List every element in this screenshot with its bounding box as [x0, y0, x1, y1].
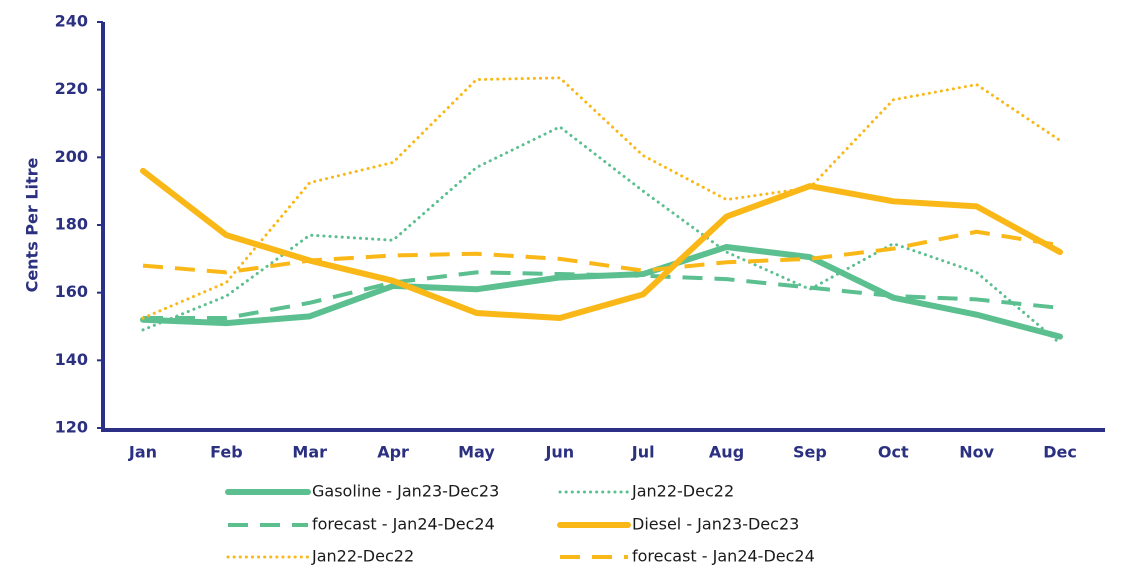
legend-label: Jan22-Dec22 — [311, 547, 414, 566]
legend-label: Jan22-Dec22 — [631, 482, 734, 501]
legend-label: Gasoline - Jan23-Dec23 — [312, 482, 499, 501]
x-tick-label: Jul — [631, 443, 655, 462]
y-tick-label: 240 — [55, 12, 88, 31]
x-tick-label: Mar — [292, 443, 327, 462]
x-tick-label: Jan — [128, 443, 157, 462]
series-line — [143, 270, 1061, 321]
x-tick-label: May — [458, 443, 495, 462]
x-tick-label: Apr — [377, 443, 409, 462]
legend-label: forecast - Jan24-Dec24 — [312, 515, 495, 534]
y-tick-label: 120 — [55, 418, 88, 437]
x-tick-label: Aug — [709, 443, 744, 462]
x-tick-label: Nov — [959, 443, 994, 462]
x-tick-label: Oct — [878, 443, 909, 462]
y-tick-label: 200 — [55, 147, 88, 166]
x-tick-label: Jun — [544, 443, 574, 462]
x-tick-label: Sep — [793, 443, 827, 462]
y-tick-label: 140 — [55, 350, 88, 369]
x-tick-label: Dec — [1043, 443, 1077, 462]
y-tick-label: 220 — [55, 79, 88, 98]
legend-label: Diesel - Jan23-Dec23 — [632, 515, 799, 534]
series-line — [141, 76, 1062, 320]
series-line — [142, 229, 1061, 275]
y-tick-label: 160 — [55, 282, 88, 301]
legend-label: forecast - Jan24-Dec24 — [632, 547, 815, 566]
series-line — [140, 243, 1063, 340]
series-line — [141, 125, 1062, 345]
x-tick-label: Feb — [210, 443, 243, 462]
y-tick-label: 180 — [55, 215, 88, 234]
series-line — [140, 167, 1063, 322]
y-axis-label: Cents Per Litre — [23, 157, 42, 292]
